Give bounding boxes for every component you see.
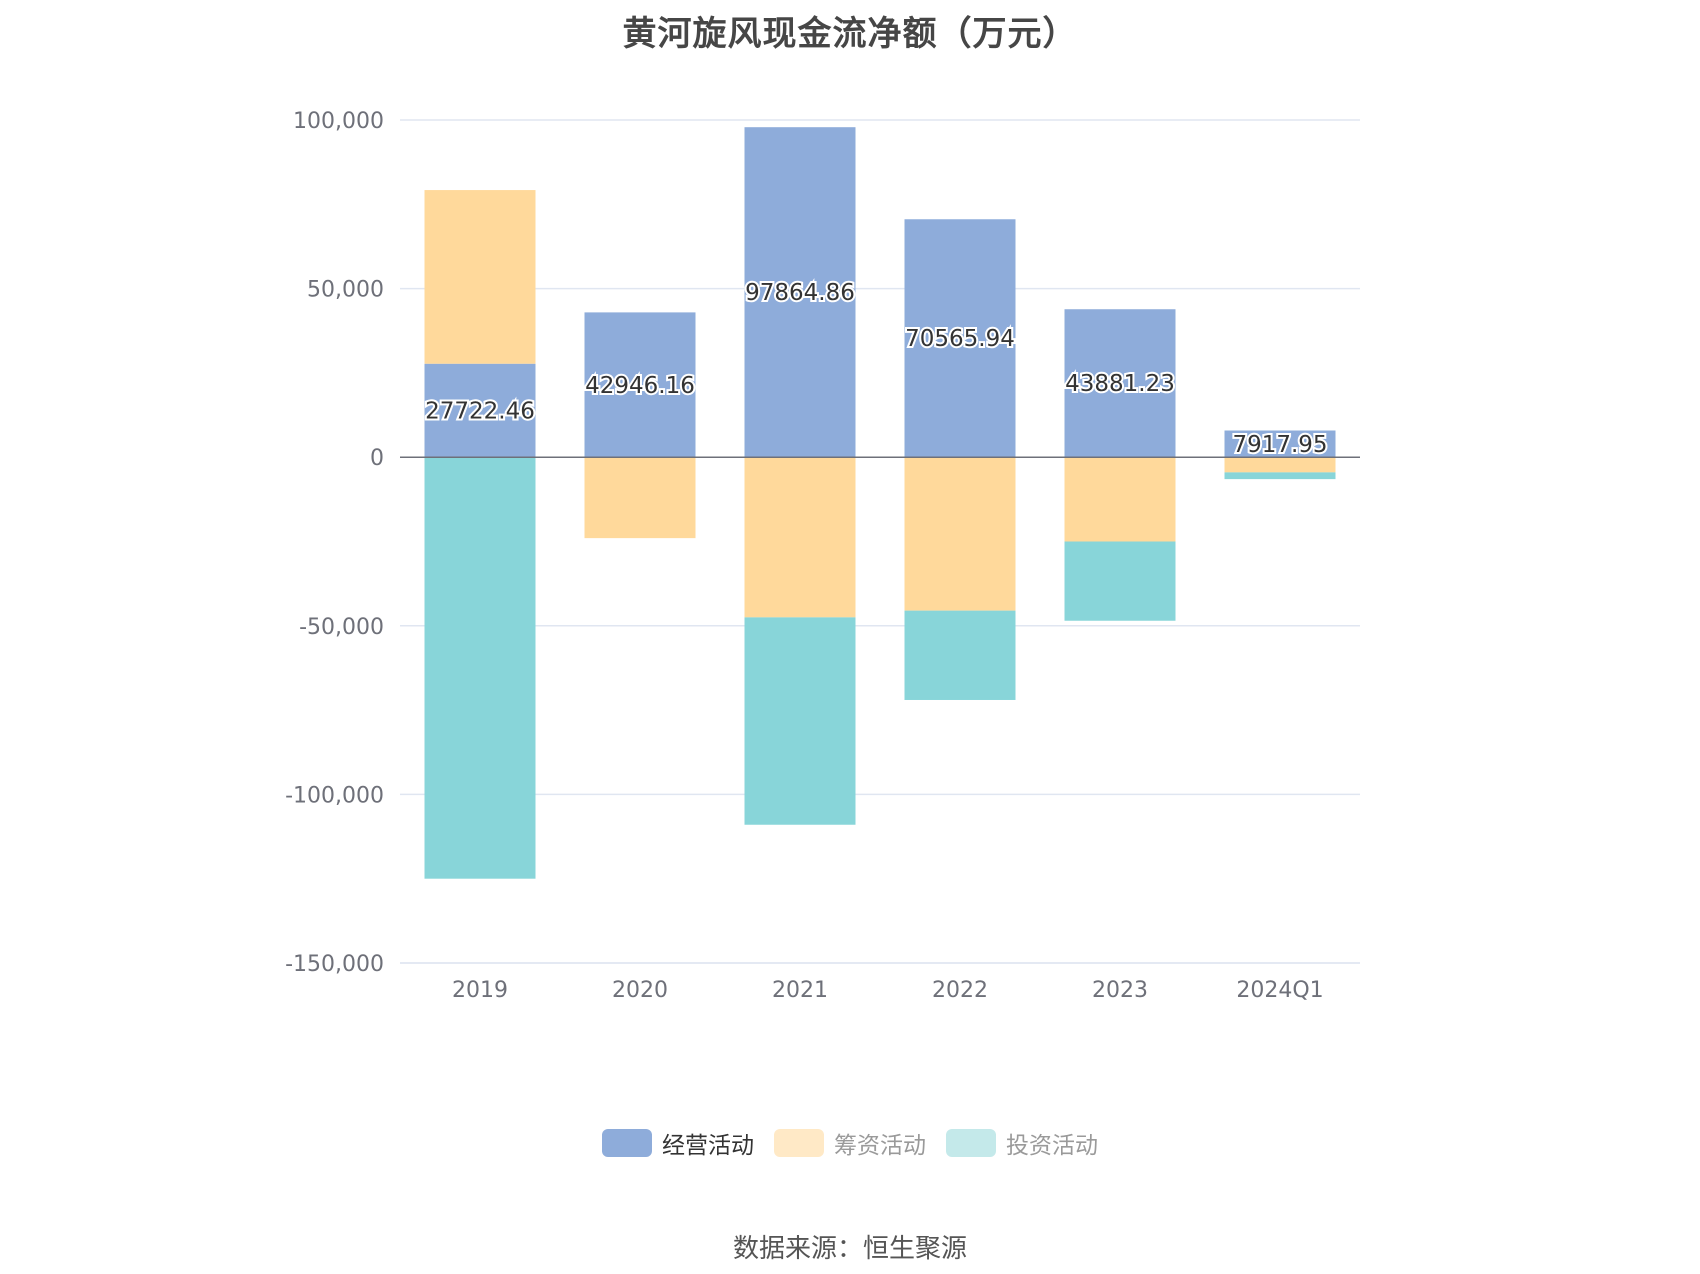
data-label: 70565.94 [905, 326, 1015, 352]
legend-swatch [946, 1129, 996, 1157]
bar-经营活动-2022[interactable] [904, 219, 1016, 458]
bar-投资活动-2022[interactable] [904, 610, 1016, 700]
bar-筹资活动-2022[interactable] [904, 457, 1016, 611]
x-tick-label: 2022 [932, 978, 988, 1003]
data-label: 42946.16 [585, 373, 695, 399]
y-tick-label: -50,000 [299, 615, 384, 640]
x-tick-label: 2023 [1092, 978, 1148, 1003]
x-tick-label: 2024Q1 [1236, 978, 1323, 1003]
bar-经营活动-2020[interactable] [584, 312, 696, 458]
legend-swatch [774, 1129, 824, 1157]
chart-title: 黄河旋风现金流净额（万元） [622, 14, 1078, 54]
data-label: 7917.95 [1232, 432, 1327, 458]
x-tick-label: 2021 [772, 978, 828, 1003]
x-tick-label: 2020 [612, 978, 668, 1003]
data-label: 97864.86 [745, 280, 855, 306]
legend-item-经营活动[interactable]: 经营活动 [602, 1126, 754, 1160]
x-tick-label: 2019 [452, 978, 508, 1003]
legend-label: 筹资活动 [834, 1133, 926, 1159]
bar-投资活动-2023[interactable] [1064, 541, 1176, 621]
bars [424, 127, 1336, 879]
data-labels: 27722.46 42946.16 97864.86 70565.94 43881.23… [423, 278, 1329, 460]
bar-投资活动-2024Q1[interactable] [1224, 472, 1336, 480]
legend-label: 投资活动 [1006, 1133, 1098, 1159]
y-tick-label: -100,000 [285, 783, 384, 808]
y-tick-label: -150,000 [285, 952, 384, 977]
y-tick-label: 0 [370, 446, 384, 471]
bar-经营活动-2023[interactable] [1064, 309, 1176, 458]
legend-label: 经营活动 [662, 1133, 754, 1159]
legend-item-筹资活动[interactable]: 筹资活动 [774, 1126, 926, 1160]
zero-line [400, 456, 1360, 964]
legend: 经营活动 筹资活动 投资活动 [0, 1126, 1700, 1160]
y-axis-labels: 100,000 50,000 0 -50,000 -100,000 -150,000 [285, 109, 384, 977]
bar-筹资活动-2019[interactable] [424, 190, 536, 364]
x-axis-labels: 2019 2020 2021 2022 2023 2024Q1 [452, 978, 1324, 1003]
legend-item-投资活动[interactable]: 投资活动 [946, 1126, 1098, 1160]
grid-lines [400, 119, 1360, 964]
data-label: 43881.23 [1065, 371, 1175, 397]
bar-筹资活动-2023[interactable] [1064, 457, 1176, 542]
bar-筹资活动-2021[interactable] [744, 457, 856, 618]
y-tick-label: 50,000 [307, 278, 384, 303]
bar-筹资活动-2020[interactable] [584, 457, 696, 539]
legend-swatch [602, 1129, 652, 1157]
bar-投资活动-2021[interactable] [744, 617, 856, 825]
y-tick-label: 100,000 [293, 109, 384, 134]
bar-经营活动-2019[interactable] [424, 363, 536, 458]
bar-经营活动-2024Q1[interactable] [1224, 430, 1336, 458]
bar-投资活动-2019[interactable] [424, 457, 536, 879]
source-note: 数据来源：恒生聚源 [732, 1234, 967, 1264]
bar-筹资活动-2024Q1[interactable] [1224, 457, 1336, 473]
data-label: 27722.46 [425, 398, 535, 424]
bar-经营活动-2021[interactable] [744, 127, 856, 458]
